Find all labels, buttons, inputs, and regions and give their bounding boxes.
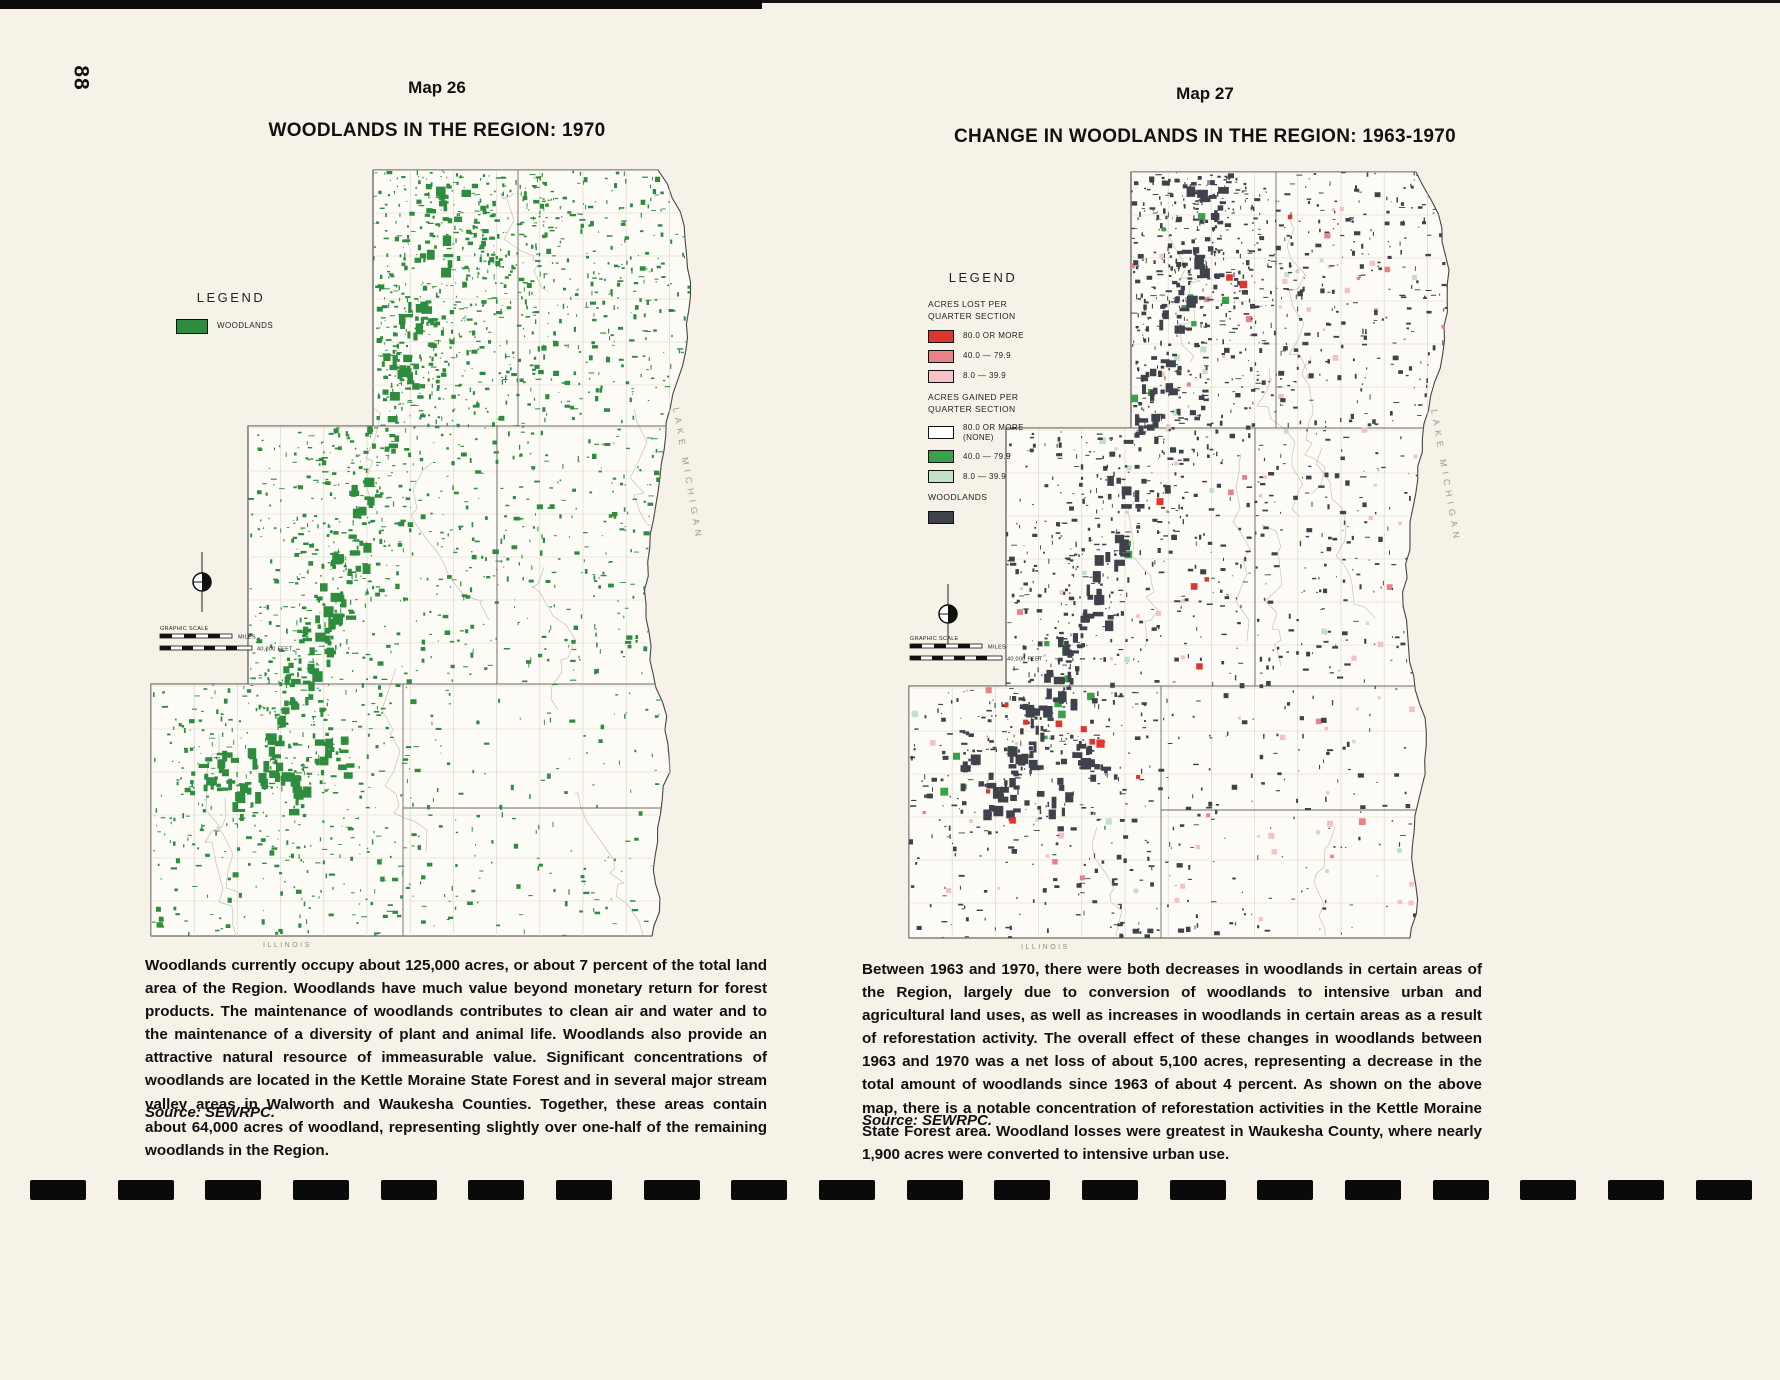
binding-mark <box>1520 1180 1577 1200</box>
binding-mark <box>468 1180 525 1200</box>
binding-mark <box>1432 1180 1489 1200</box>
legend-item-woodlands <box>928 511 1078 525</box>
binding-mark <box>731 1180 788 1200</box>
graphic-scale: GRAPHIC SCALE MILES 40,000 FEET <box>159 626 293 653</box>
woodlands-swatch <box>176 319 208 334</box>
map27-label: Map 27 <box>1176 84 1234 103</box>
legend-item-label: WOODLANDS <box>217 321 274 331</box>
gained-80-sublabel: (NONE) <box>963 432 994 442</box>
legend-item-label: 8.0 — 39.9 <box>963 371 1007 381</box>
binding-mark <box>643 1180 700 1200</box>
map27-title: CHANGE IN WOODLANDS IN THE REGION: 1963-… <box>953 126 1456 147</box>
map26-legend: LEGEND WOODLANDS <box>176 290 306 341</box>
map27-legend: LEGEND ACRES LOST PER QUARTER SECTION 80… <box>928 270 1078 531</box>
gained-8-swatch <box>928 470 954 484</box>
map26-caption: Woodlands currently occupy about 125,000… <box>145 957 767 1159</box>
binding-mark <box>1257 1180 1314 1200</box>
binding-mark <box>819 1180 876 1200</box>
binding-mark <box>994 1180 1051 1200</box>
gained-40-swatch <box>928 450 954 464</box>
graphic-scale-label: GRAPHIC SCALE <box>160 626 209 632</box>
north-arrow-icon <box>938 584 958 644</box>
binding-mark <box>1695 1180 1752 1200</box>
map26-label: Map 26 <box>408 78 466 97</box>
map27-caption: Between 1963 and 1970, there were both d… <box>862 961 1482 1163</box>
map27-canvas: LAKE MICHIGAN ILLINOIS <box>903 160 1463 955</box>
map27-source: Source: SEWRPC. <box>862 1112 993 1129</box>
legend-item-label: 40.0 — 79.9 <box>963 351 1011 361</box>
woodlands-change-map: LAKE MICHIGAN ILLINOIS <box>908 171 1462 951</box>
legend-item-label: 80.0 OR MORE <box>963 331 1024 341</box>
binding-mark <box>1608 1180 1665 1200</box>
illinois-label: ILLINOIS <box>1021 944 1070 951</box>
binding-mark <box>1345 1180 1402 1200</box>
woodlands-dark-swatch <box>928 511 954 525</box>
legend-item-label: 80.0 OR MORE (NONE) <box>963 423 1024 444</box>
map26-canvas: LAKE MICHIGAN ILLINOIS <box>145 158 705 953</box>
lake-michigan-label: LAKE MICHIGAN <box>671 407 704 542</box>
map26-source: Source: SEWRPC. <box>145 1104 276 1121</box>
graphic-scale-label: GRAPHIC SCALE <box>910 636 959 642</box>
legend-item-lost-8: 8.0 — 39.9 <box>928 369 1078 383</box>
illinois-label: ILLINOIS <box>263 942 312 949</box>
binding-mark <box>1082 1180 1139 1200</box>
lost-8-swatch <box>928 369 954 383</box>
binding-mark <box>293 1180 350 1200</box>
binding-mark <box>1169 1180 1226 1200</box>
north-arrow-icon <box>192 552 212 612</box>
gained-80-label: 80.0 OR MORE <box>963 422 1024 432</box>
binding-mark <box>30 1180 86 1200</box>
legend-item-woodlands: WOODLANDS <box>176 319 306 334</box>
legend-item-gained-40: 40.0 — 79.9 <box>928 450 1078 464</box>
map26-title: WOODLANDS IN THE REGION: 1970 <box>268 120 606 141</box>
legend-item-lost-40: 40.0 — 79.9 <box>928 349 1078 363</box>
binding-mark <box>117 1180 174 1200</box>
binding-marks <box>30 1180 1752 1200</box>
binding-mark <box>906 1180 963 1200</box>
page-number: 88 <box>69 65 93 91</box>
legend-item-lost-80: 80.0 OR MORE <box>928 329 1078 343</box>
woodlands-map-1970: LAKE MICHIGAN ILLINOIS <box>150 169 704 949</box>
acres-gained-heading: ACRES GAINED PER QUARTER SECTION <box>928 391 1019 414</box>
woodlands-heading: WOODLANDS <box>928 492 988 503</box>
feet-label: 40,000 FEET <box>1007 657 1043 663</box>
gained-80-swatch <box>928 426 954 440</box>
miles-label: MILES <box>988 645 1006 651</box>
binding-mark <box>556 1180 613 1200</box>
lost-80-swatch <box>928 329 954 343</box>
scan-edge-strip <box>0 0 1780 3</box>
legend-item-gained-80: 80.0 OR MORE (NONE) <box>928 423 1078 444</box>
legend-heading: LEGEND <box>196 290 266 305</box>
miles-label: MILES <box>238 635 256 641</box>
binding-mark <box>205 1180 262 1200</box>
legend-item-gained-8: 8.0 — 39.9 <box>928 470 1078 484</box>
acres-lost-heading: ACRES LOST PER QUARTER SECTION <box>928 299 1016 321</box>
legend-heading: LEGEND <box>948 270 1018 285</box>
scan-edge-strip-thick <box>0 0 762 9</box>
lake-michigan-label: LAKE MICHIGAN <box>1429 409 1462 544</box>
binding-mark <box>380 1180 437 1200</box>
legend-item-label: 40.0 — 79.9 <box>963 451 1011 461</box>
graphic-scale: GRAPHIC SCALE MILES 40,000 FEET <box>909 636 1043 663</box>
feet-label: 40,000 FEET <box>257 647 293 653</box>
legend-item-label: 8.0 — 39.9 <box>963 471 1007 481</box>
lost-40-swatch <box>928 349 954 363</box>
